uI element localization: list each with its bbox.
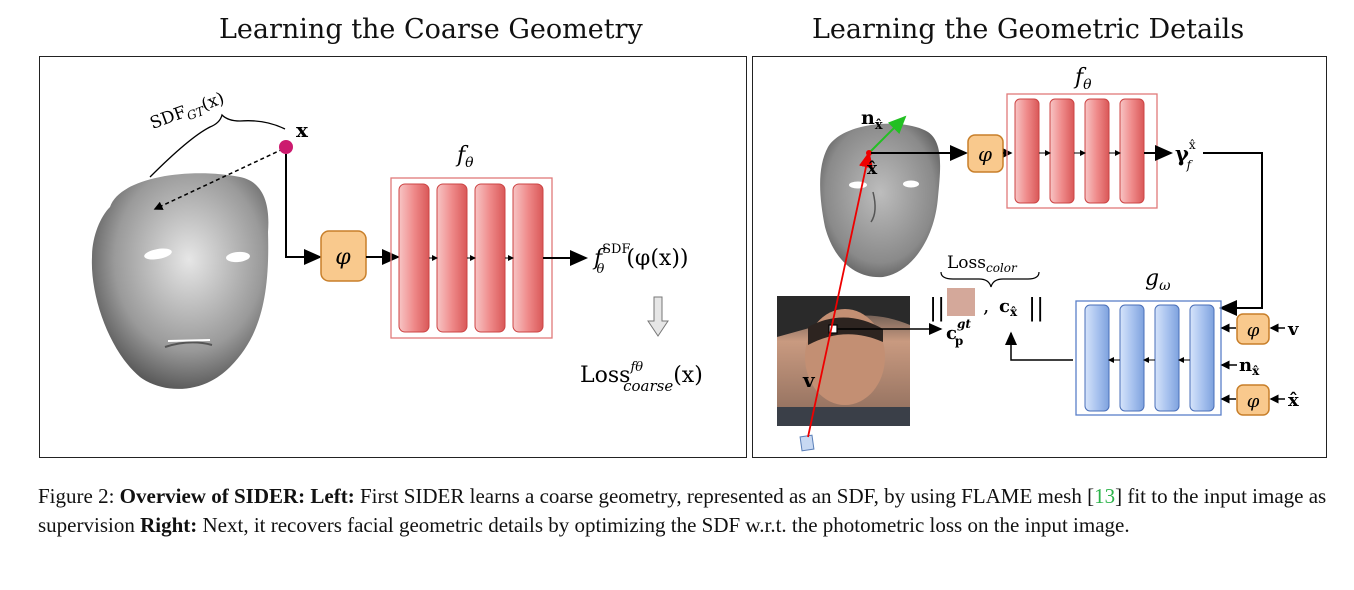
down-arrow: [647, 296, 669, 337]
loss-color-brace: [940, 271, 1040, 288]
phi-encoding-box-x: [1236, 384, 1270, 416]
network-f-label: fθ: [455, 143, 474, 171]
phi-encoding-box-v: [1236, 313, 1270, 345]
color-patch: [947, 288, 975, 316]
norm-left-bar: ||: [929, 294, 945, 323]
right-diagram: v nx̂ x̂ φ fθ γx̂ f Losscolor || , cx̂ ||…: [777, 65, 1299, 452]
network-f-layers-right: [1014, 98, 1145, 204]
caption-text-3: Next, it recovers facial geometric detai…: [197, 513, 1130, 537]
comma: ,: [983, 293, 989, 317]
phi-label-top: φ: [978, 142, 992, 166]
xhat-label: x̂: [867, 159, 878, 179]
point-x-label: x: [296, 118, 309, 142]
detailed-face-mesh: [820, 123, 941, 278]
network-f-label-right: fθ: [1073, 65, 1092, 93]
phi-label: φ: [335, 245, 351, 270]
caption-bold-left: Overview of SIDER: Left:: [119, 484, 355, 508]
loss-coarse-label: Lossfθ coarse(x): [580, 360, 703, 395]
camera-ray: [807, 151, 874, 438]
gamma-label: γx̂ f: [1175, 138, 1196, 172]
caption-text-2: ] fit to the input image as supervision: [38, 484, 1327, 537]
sdf-brace: [149, 113, 286, 178]
network-g-layers: [1084, 304, 1215, 412]
c-hat-label: cx̂: [999, 296, 1018, 319]
right-panel-title: Learning the Geometric Details: [812, 14, 1245, 45]
left-panel: SDFGT(x) x φ fθ fSDF θ (φ(x)) Lossfθ coarse…: [39, 56, 747, 458]
network-g-label: gω: [1145, 266, 1171, 294]
c-gt-label: cgt p: [946, 317, 971, 348]
phi-label-x: φ: [1247, 391, 1260, 412]
input-xhat-label: x̂: [1288, 390, 1299, 411]
gamma-to-g-arrow: [1203, 152, 1263, 316]
caption-prefix: Figure 2:: [38, 484, 120, 508]
input-normal-label: nx̂: [1239, 355, 1260, 378]
x-to-phi-arrow: [285, 154, 322, 265]
sdf-distance-arrow: [153, 141, 292, 210]
query-point: [279, 140, 293, 154]
citation-link[interactable]: 13: [1094, 484, 1116, 508]
caption-bold-right: Right:: [140, 513, 198, 537]
right-panel: v nx̂ x̂ φ fθ γx̂ f Losscolor || , cx̂ ||…: [752, 56, 1327, 458]
phi-label-v: φ: [1247, 320, 1260, 341]
loss-color-label: Losscolor: [947, 253, 1018, 275]
figure-caption: Figure 2: Overview of SIDER: Left: First…: [38, 482, 1333, 540]
caption-text-1: First SIDER learns a coarse geometry, re…: [354, 484, 1095, 508]
norm-right-bar: ||: [1028, 294, 1044, 323]
network-g-box: [1075, 300, 1222, 416]
network-f-layers: [398, 183, 544, 333]
face-mesh: [91, 173, 269, 389]
left-diagram: SDFGT(x) x φ fθ fSDF θ (φ(x)) Lossfθ coarse…: [91, 89, 703, 395]
ray-v-label: v: [802, 368, 816, 392]
normal-label: nx̂: [861, 107, 883, 133]
input-v-label: v: [1287, 319, 1299, 340]
camera-icon: [799, 434, 815, 452]
normal-vector: [868, 115, 907, 154]
sdf-gt-label: SDFGT(x): [147, 89, 227, 136]
g-to-chat-arrow: [1005, 331, 1073, 361]
surface-point: [866, 150, 872, 156]
input-photo: [777, 296, 910, 426]
output-sdf-label: fSDF θ (φ(x)): [592, 242, 689, 277]
left-panel-title: Learning the Coarse Geometry: [219, 14, 643, 45]
